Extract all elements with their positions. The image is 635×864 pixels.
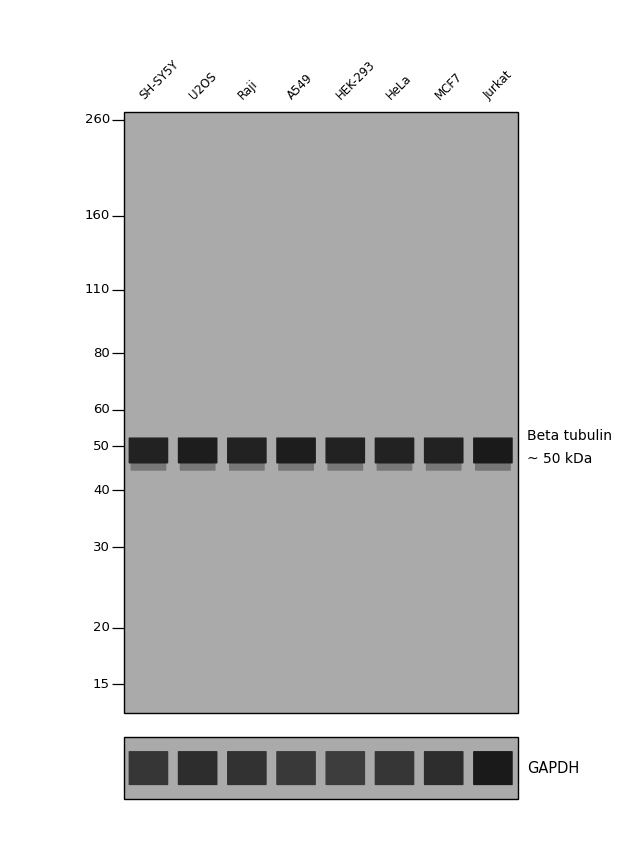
FancyBboxPatch shape xyxy=(227,751,267,785)
Text: ~ 50 kDa: ~ 50 kDa xyxy=(527,452,592,466)
Text: Jurkat: Jurkat xyxy=(482,68,516,102)
Text: 110: 110 xyxy=(84,283,110,296)
FancyBboxPatch shape xyxy=(229,463,265,471)
FancyBboxPatch shape xyxy=(377,463,412,471)
FancyBboxPatch shape xyxy=(227,437,267,463)
FancyBboxPatch shape xyxy=(375,437,414,463)
FancyBboxPatch shape xyxy=(473,751,512,785)
Text: U2OS: U2OS xyxy=(187,70,219,102)
Text: HEK-293: HEK-293 xyxy=(334,58,378,102)
Text: Beta tubulin: Beta tubulin xyxy=(527,429,612,442)
FancyBboxPatch shape xyxy=(178,751,217,785)
Text: SH-SY5Y: SH-SY5Y xyxy=(137,58,182,102)
FancyBboxPatch shape xyxy=(129,437,168,463)
FancyBboxPatch shape xyxy=(424,751,464,785)
Text: 60: 60 xyxy=(93,403,110,416)
Text: 30: 30 xyxy=(93,541,110,554)
FancyBboxPatch shape xyxy=(326,437,365,463)
FancyBboxPatch shape xyxy=(131,463,166,471)
FancyBboxPatch shape xyxy=(326,751,365,785)
FancyBboxPatch shape xyxy=(124,112,518,713)
FancyBboxPatch shape xyxy=(129,751,168,785)
Text: GAPDH: GAPDH xyxy=(527,760,579,776)
Text: A549: A549 xyxy=(285,72,316,102)
FancyBboxPatch shape xyxy=(178,437,217,463)
FancyBboxPatch shape xyxy=(426,463,462,471)
Text: 260: 260 xyxy=(84,113,110,126)
FancyBboxPatch shape xyxy=(375,751,414,785)
Text: HeLa: HeLa xyxy=(384,72,413,102)
FancyBboxPatch shape xyxy=(180,463,215,471)
Text: 50: 50 xyxy=(93,440,110,453)
Text: 40: 40 xyxy=(93,484,110,497)
Text: 20: 20 xyxy=(93,621,110,634)
FancyBboxPatch shape xyxy=(276,437,316,463)
Text: 15: 15 xyxy=(93,678,110,691)
FancyBboxPatch shape xyxy=(475,463,511,471)
Text: 160: 160 xyxy=(84,209,110,222)
Text: MCF7: MCF7 xyxy=(432,70,465,102)
FancyBboxPatch shape xyxy=(278,463,314,471)
FancyBboxPatch shape xyxy=(328,463,363,471)
FancyBboxPatch shape xyxy=(276,751,316,785)
Text: Raji: Raji xyxy=(236,77,260,102)
FancyBboxPatch shape xyxy=(124,737,518,799)
FancyBboxPatch shape xyxy=(473,437,512,463)
FancyBboxPatch shape xyxy=(424,437,464,463)
Text: 80: 80 xyxy=(93,346,110,359)
